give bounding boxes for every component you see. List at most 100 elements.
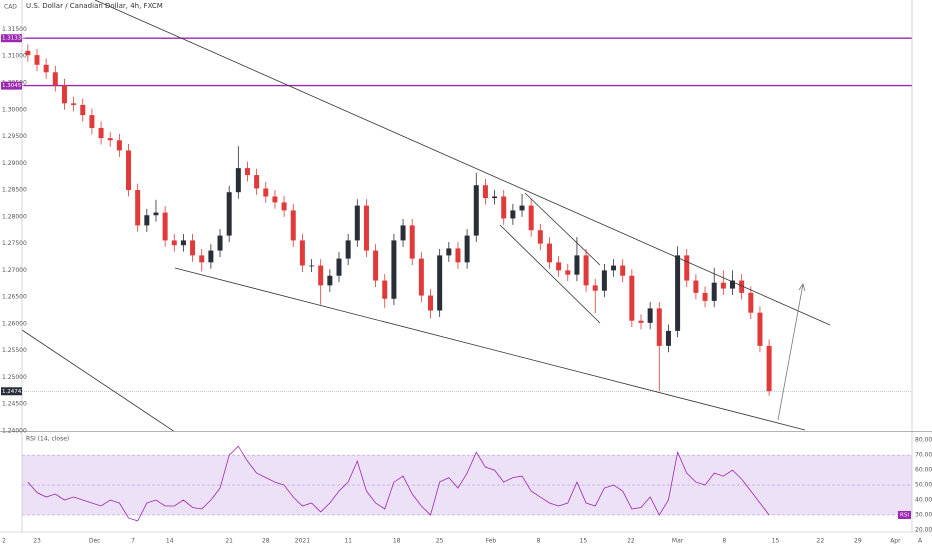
candle-body: [254, 175, 260, 189]
x-tick-label: 21: [225, 538, 233, 545]
candle-body: [61, 85, 67, 104]
x-tick-label: Dec: [89, 538, 101, 545]
candle-body: [107, 138, 113, 141]
candle-body: [52, 72, 58, 86]
x-tick-label: 15: [772, 538, 780, 545]
candle-body: [135, 190, 141, 226]
trend-line: [499, 224, 601, 324]
candle-body: [80, 104, 86, 116]
candle-body: [162, 212, 168, 241]
candle-body: [263, 188, 269, 197]
trend-line: [94, 0, 831, 326]
candle-body: [208, 250, 214, 263]
candle-body: [528, 205, 534, 231]
candle-body: [34, 55, 40, 65]
candle-body: [391, 240, 397, 299]
level-tag: [1, 34, 22, 43]
candle-body: [281, 202, 287, 211]
candle-body: [565, 270, 571, 275]
candle-body: [400, 225, 406, 241]
x-tick-label: 2021: [295, 538, 310, 545]
drawings: [22, 0, 831, 431]
candle-body: [180, 240, 186, 246]
candle-body: [611, 265, 617, 271]
candle-body: [711, 282, 717, 301]
candle-body: [71, 103, 77, 105]
candle-body: [675, 255, 681, 331]
candle-body: [126, 150, 132, 191]
rsi-tick-label: 60.00: [915, 467, 932, 474]
rsi-line: [27, 445, 770, 522]
candle-body: [592, 285, 598, 291]
candle-body: [446, 248, 452, 256]
candle-body: [647, 308, 653, 323]
candle-body: [757, 312, 763, 346]
y-tick-label: 1.29500: [2, 133, 27, 140]
level-label: 1.31336: [2, 36, 25, 42]
candle-body: [89, 115, 95, 128]
x-tick-label: 28: [262, 538, 270, 545]
candle-body: [199, 255, 205, 263]
candle-body: [153, 212, 159, 216]
candle-body: [574, 255, 580, 275]
candle-body: [730, 280, 736, 289]
candle-body: [702, 292, 708, 301]
candle-body: [409, 225, 415, 259]
price-pane: [22, 37, 912, 396]
y-tick-label: 1.26500: [2, 294, 27, 301]
arrow-head: [798, 283, 806, 292]
y-tick-label: 1.25500: [2, 347, 27, 354]
candle-body: [272, 196, 278, 203]
candle-body: [501, 196, 507, 219]
rsi-tag: [898, 510, 911, 519]
y-tick-label: 1.31500: [2, 26, 27, 33]
y-tick-label: 1.28500: [2, 187, 27, 194]
rsi-tick-label: 80.00: [915, 437, 932, 444]
candle-body: [354, 205, 360, 241]
candle-body: [537, 230, 543, 244]
candle-body: [309, 265, 315, 267]
x-tick-label: 25: [436, 538, 444, 545]
candle-body: [235, 168, 241, 193]
candle-body: [327, 275, 333, 286]
x-tick-label: 8: [537, 538, 541, 545]
x-tick-label: 29: [854, 538, 862, 545]
x-tick-label: Mar: [672, 538, 684, 545]
candle-body: [638, 320, 644, 323]
candle-body: [363, 205, 369, 251]
y-tick-label: 1.26000: [2, 320, 27, 327]
arrow: [777, 283, 804, 421]
candle-body: [629, 275, 635, 321]
x-tick-label: 11: [344, 538, 352, 545]
symbol: CAD: [4, 4, 17, 11]
rsi-tick-label: 70.00: [915, 452, 932, 459]
y-tick-label: 1.24000: [2, 428, 27, 435]
level-label: 1.30451: [2, 83, 25, 89]
candle-body: [656, 308, 662, 346]
last-price-label: 1.24742: [2, 389, 25, 395]
candle-body: [510, 210, 516, 219]
candle-body: [455, 248, 461, 263]
candle-body: [464, 235, 470, 263]
candle-body: [748, 292, 754, 313]
x-tick-label: 22: [817, 538, 825, 545]
candle-body: [98, 127, 104, 139]
y-tick-label: 1.24500: [2, 401, 27, 408]
candle-body: [665, 330, 671, 346]
rsi-tick-label: 30.00: [915, 511, 932, 518]
y-tick-label: 1.29000: [2, 160, 27, 167]
labels: 1.24000 1.24500 1.25000 1.25500 1.26000 1.265…: [1, 26, 932, 545]
candle-body: [428, 295, 434, 311]
candle-body: [437, 255, 443, 311]
candle-body: [171, 240, 177, 246]
candle-body: [519, 205, 525, 211]
y-tick-label: 1.27000: [2, 267, 27, 274]
rsi-name: RSI: [900, 512, 909, 518]
candle-body: [684, 255, 690, 281]
level-tag: [1, 81, 22, 90]
axes: [0, 0, 932, 533]
x-tick-label: 7: [131, 538, 135, 545]
candle-body: [318, 265, 324, 286]
x-tick-label: 18: [393, 538, 401, 545]
x-tick-label: Feb: [486, 538, 497, 545]
